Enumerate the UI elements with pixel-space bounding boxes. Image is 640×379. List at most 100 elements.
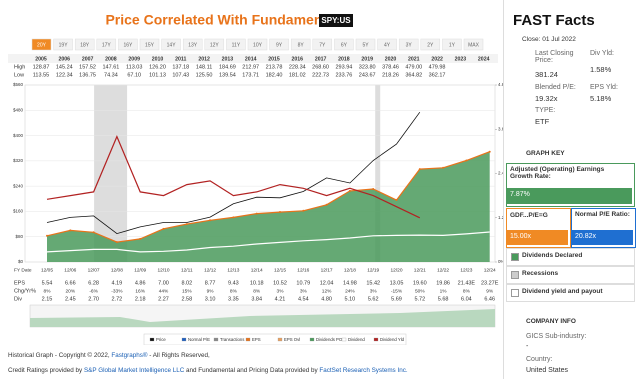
value: 20.82x — [572, 230, 633, 245]
range-button[interactable] — [161, 38, 181, 51]
x-tick-label: 12/12 — [204, 267, 216, 273]
label: GICS Sub-industry: — [526, 333, 587, 340]
x-tick-label: 12/22 — [437, 267, 449, 273]
chg-value: -15% — [391, 288, 403, 294]
value: ETF — [535, 117, 550, 126]
high-value: 157.52 — [79, 64, 96, 70]
range-button[interactable] — [247, 38, 268, 51]
normal-box — [571, 208, 636, 248]
range-button[interactable] — [355, 38, 376, 51]
range-label: 11Y — [232, 42, 241, 48]
x-tick-label: 12/06 — [64, 267, 76, 273]
div-value: 2.27 — [158, 296, 169, 302]
row-label: Div — [14, 296, 22, 302]
footer-line: Credit Ratings provided by S&P Global Ma… — [8, 367, 408, 374]
high-value: 378.46 — [382, 64, 399, 70]
earnings-area — [47, 151, 490, 262]
range-label: 4Y — [384, 42, 391, 48]
x-tick-label: 12/20 — [390, 267, 402, 273]
range-button[interactable] — [118, 38, 138, 51]
range-button[interactable] — [398, 38, 419, 51]
high-value: 113.03 — [126, 64, 142, 70]
range-label: 20Y — [37, 42, 47, 48]
year: 2007 — [82, 56, 94, 62]
range-button[interactable] — [463, 38, 484, 51]
low-value: 222.73 — [312, 72, 329, 78]
eps-value: 4.19 — [112, 280, 123, 286]
link[interactable]: FactSet Research Systems Inc. — [319, 367, 408, 374]
chg-value: 44% — [159, 288, 169, 294]
range-button[interactable] — [139, 38, 160, 51]
range-label: 16Y — [123, 42, 133, 48]
key-row — [506, 266, 635, 284]
eps-dot — [92, 231, 95, 234]
year: 2020 — [385, 56, 397, 62]
section-title: GRAPH KEY — [526, 150, 565, 157]
year: 2008 — [105, 56, 117, 62]
year: 2016 — [292, 56, 304, 62]
text: - All Rights Reserved, — [147, 352, 210, 359]
range-button[interactable] — [74, 38, 95, 51]
row-label: EPS — [14, 280, 25, 286]
text: Credit Ratings provided by — [8, 367, 84, 374]
range-button[interactable] — [204, 38, 225, 51]
range-button[interactable] — [377, 38, 397, 51]
high-value: 268.60 — [312, 64, 329, 70]
range-button[interactable] — [334, 38, 354, 51]
range-button[interactable] — [96, 38, 117, 51]
div-value: 2.70 — [88, 296, 99, 302]
chg-value: 24% — [345, 288, 355, 294]
year: 2006 — [59, 56, 71, 62]
low-value: 125.50 — [196, 72, 213, 78]
range-button[interactable] — [442, 38, 462, 51]
x-tick-label: 12/11 — [181, 267, 193, 273]
range-button[interactable] — [290, 38, 311, 51]
eps-dot — [209, 219, 212, 222]
eps-value: 8.77 — [205, 280, 216, 286]
link[interactable]: S&P Global Market Intelligence LLC — [83, 367, 185, 374]
low-value: 113.55 — [33, 72, 49, 78]
range-button[interactable] — [226, 38, 246, 51]
range-button[interactable] — [31, 38, 52, 51]
eps-value: 15.42 — [366, 280, 380, 286]
low-value: 139.54 — [219, 72, 236, 78]
high-value: 293.94 — [335, 64, 352, 70]
key-swatch — [511, 271, 519, 279]
low-value: 182.40 — [266, 72, 283, 78]
x-tick-label: 12/07 — [88, 267, 100, 273]
year: 2018 — [338, 56, 350, 62]
low-value: 136.75 — [79, 72, 96, 78]
range-button[interactable] — [312, 38, 333, 51]
range-button[interactable] — [420, 38, 441, 51]
eps-value: 6.28 — [88, 280, 99, 286]
eps-value: 10.18 — [250, 280, 264, 286]
link[interactable]: Fastgraphs® — [111, 352, 148, 359]
eps-value: 4.86 — [135, 280, 146, 286]
overview-area — [30, 309, 495, 327]
eps-dot — [139, 237, 142, 240]
chg-value: 8% — [253, 288, 261, 294]
eps-value: 6.66 — [65, 280, 76, 286]
range-button[interactable] — [53, 38, 73, 51]
eps-dot — [418, 168, 421, 171]
range-button[interactable] — [182, 38, 203, 51]
label: Normal P/E Ratio: — [575, 211, 630, 218]
y2-tick-label: 4.8% — [498, 82, 503, 87]
legend-swatch — [277, 337, 283, 342]
text: and Fundamental and Pricing Data provide… — [184, 367, 320, 374]
div-value: 6.04 — [461, 296, 472, 302]
year: 2022 — [431, 56, 443, 62]
key-row — [506, 284, 635, 302]
row-label: Low — [14, 72, 24, 78]
range-label: 14Y — [167, 42, 177, 48]
range-button[interactable] — [269, 38, 289, 51]
ticker: SPY:US — [321, 16, 351, 25]
chg-value: 50% — [415, 288, 425, 294]
high-value: 323.80 — [359, 64, 376, 70]
label: Last Closing Price: — [535, 50, 574, 64]
label: Adjusted (Operating) Earnings Growth Rat… — [510, 166, 605, 180]
range-label: 17Y — [102, 42, 112, 48]
label: Country: — [526, 356, 553, 363]
eps-dot — [255, 212, 258, 215]
